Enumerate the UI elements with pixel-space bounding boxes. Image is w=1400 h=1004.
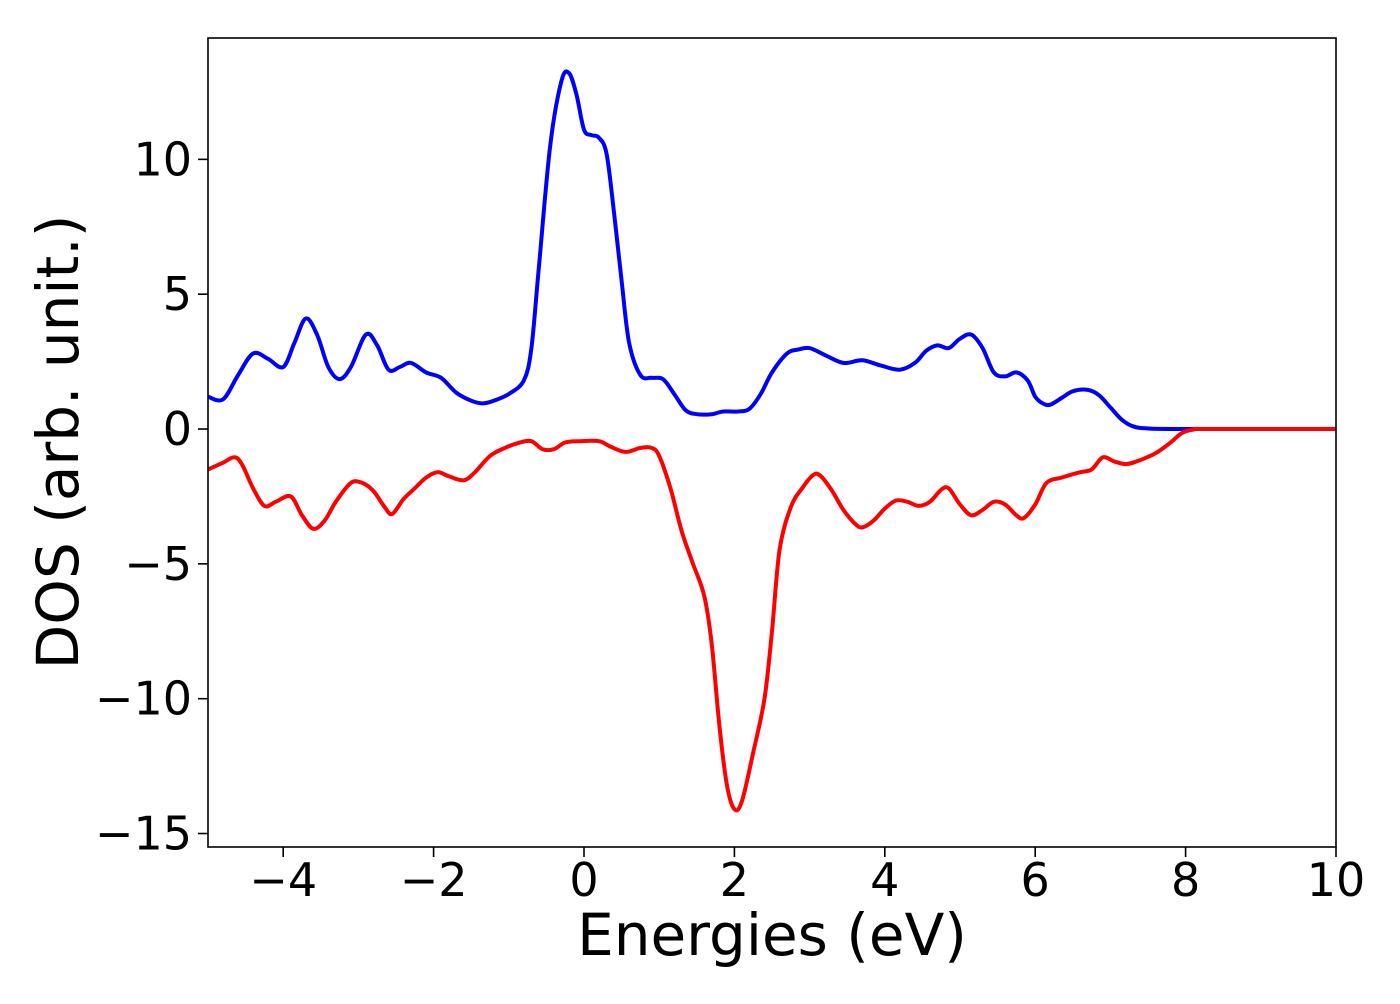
y-tick-label: 5 (163, 267, 192, 321)
y-tick-label: −15 (95, 807, 192, 861)
y-tick-label: −5 (124, 537, 192, 591)
x-tick-label: 10 (1307, 853, 1366, 907)
y-tick-label: 0 (163, 402, 192, 456)
x-axis-ticks: −4 −2 0 2 4 6 8 10 (249, 847, 1365, 907)
series-layer (207, 69, 1337, 813)
y-axis-label: DOS (arb. unit.) (24, 215, 92, 670)
x-tick-label: −4 (249, 853, 317, 907)
series-line-2 (207, 426, 1337, 813)
x-tick-label: 4 (870, 853, 899, 907)
series-line-1 (207, 69, 1337, 432)
x-tick-label: −2 (400, 853, 468, 907)
x-tick-label: 6 (1021, 853, 1050, 907)
x-tick-label: 2 (720, 853, 749, 907)
plot-frame (207, 37, 1337, 848)
x-tick-label: 8 (1171, 853, 1200, 907)
x-axis-label: Energies (eV) (577, 901, 967, 969)
y-tick-label: 10 (133, 132, 192, 186)
x-tick-label: 0 (569, 853, 598, 907)
y-tick-label: −10 (95, 672, 192, 726)
y-axis-ticks: −15 −10 −5 0 5 10 (95, 132, 208, 861)
